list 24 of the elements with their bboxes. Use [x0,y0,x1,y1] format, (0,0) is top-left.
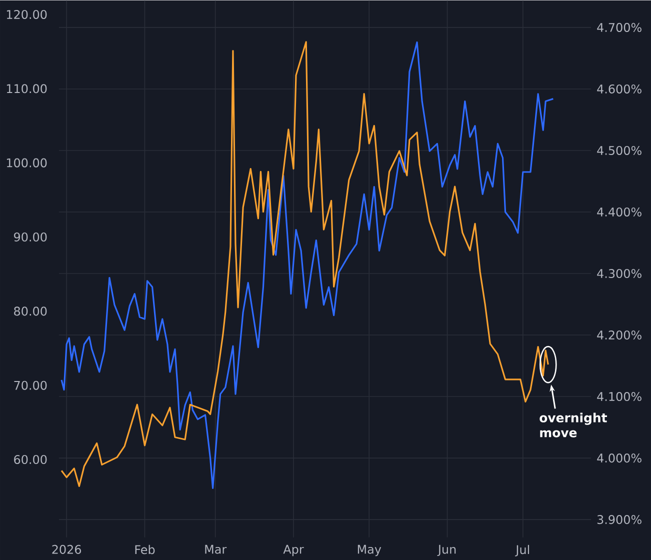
y-tick-label: 100.00 [6,158,47,168]
x-tick-label: Jul [515,544,530,556]
annotation: overnight move [540,412,607,438]
x-tick-label: Jun [437,544,456,556]
x-tick-label: 2026 [52,544,82,554]
y-tick-label: 110.00 [6,84,47,93]
y2-tick-label: 3.900% [597,514,642,524]
y2-tick-label: 4.300% [597,268,642,278]
y-tick-label: 70.00 [14,380,47,390]
y2-tick-label: 4.400% [597,207,642,216]
x-tick-label: Mar [205,544,227,554]
y-tick-label: 60.00 [14,454,47,464]
y-tick-label: 90.00 [14,232,47,242]
y2-tick-label: 4.100% [597,392,642,401]
y-tick-label: 80.00 [14,306,47,316]
y2-tick-label: 4.200% [597,330,642,340]
x-tick-label: May [358,544,382,556]
y2-tick-label: 4.000% [597,453,642,462]
y2-tick-label: 4.600% [597,84,642,94]
y2-tick-label: 4.500% [597,146,642,155]
y-tick-label: 120.00 [6,10,47,19]
y2-tick-label: 4.700% [597,22,642,32]
x-tick-label: Apr [283,544,304,556]
x-tick-label: Feb [135,544,155,554]
